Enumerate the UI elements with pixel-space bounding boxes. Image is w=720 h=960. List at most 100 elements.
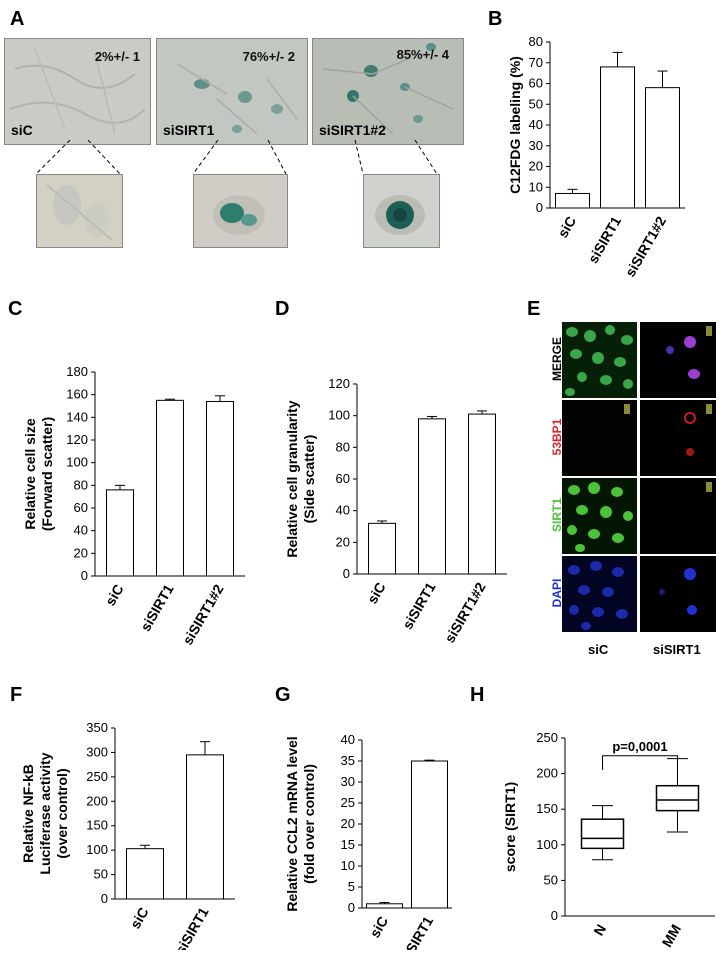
chart-c: 0 20 40 60 80 100 120 140 160 180 Relative cell si… [22,364,245,647]
zoom-inset-sisirt1 [193,174,288,248]
micrograph-sisirt1: 76%+/- 2 siSIRT1 [156,38,308,145]
y-axis-label: score (SIRT1) [502,782,518,872]
y-tick-label: 35 [341,753,355,768]
zoom-inset-sic [36,174,123,248]
inset-texture [46,184,113,241]
y-axis-label: (over control) [54,768,70,858]
x-tick-label: siSIRT1 [137,581,177,634]
bar [468,413,496,575]
x-tick-label: siSIRT1#2 [179,581,226,647]
nuclei-53bp1-sisirt1 [684,404,712,456]
y-tick-label: 80 [74,477,88,492]
fluor-dapi-sisirt1 [640,556,716,632]
y-tick-label: 80 [529,34,543,49]
panel-label-d: D [275,298,290,320]
y-axis-label: (fold over control) [301,764,317,884]
x-tick-label: siC [127,905,152,932]
nuclei-dapi-sisirt1 [659,568,697,615]
y-tick-label: 60 [336,471,350,486]
x-tick-label: siSIRT1#2 [441,579,488,645]
bar [106,489,134,577]
panel-label-a: A [10,8,25,30]
y-tick-label: 160 [66,387,88,402]
senescence-stat: 2%+/- 1 [94,49,140,64]
x-tick-label: N [590,922,609,939]
bar [156,399,184,577]
y-axis-label: Relative CCL2 mRNA level [284,736,300,911]
y-tick-label: 100 [536,837,558,852]
x-tick-label: siC [554,214,579,241]
y-tick-label: 20 [529,159,543,174]
nuclei-merge-sic [565,325,633,396]
panel-label-f: F [10,684,23,706]
x-tick-label: siC [364,580,389,607]
panel-label-e: E [527,298,541,320]
y-tick-label: 300 [86,744,108,759]
x-tick-label: siSIRT1#2 [622,213,669,279]
box [580,818,625,850]
panel-label-c: C [8,298,23,320]
col-label-sic: siC [588,642,609,657]
y-tick-label: 60 [529,76,543,91]
y-tick-label: 250 [86,769,108,784]
y-tick-label: 30 [341,774,355,789]
box [655,784,700,812]
y-tick-label: 20 [341,816,355,831]
y-tick-label: 20 [74,545,88,560]
cell-texture [9,48,146,135]
row-label-53bp1: 53BP1 [550,418,564,456]
y-tick-label: 350 [86,720,108,735]
x-tick-label: siSIRT1 [172,904,212,950]
x-tick-label: MM [659,922,685,950]
bar [555,192,590,209]
fluor-53bp1-sisirt1 [640,400,716,476]
row-label-sirt1: SIRT1 [550,498,564,533]
y-tick-label: 250 [536,730,558,745]
nuclei-merge-sisirt1 [666,326,712,379]
x-tick-label: siSIRT1 [397,913,437,950]
y-tick-label: 0 [551,908,558,923]
y-tick-label: 150 [86,818,108,833]
y-tick-label: 100 [328,408,350,423]
bar [368,522,396,575]
col-label-sisirt1: siSIRT1 [653,642,701,657]
y-tick-label: 40 [341,732,355,747]
y-tick-label: 80 [336,439,350,454]
fluor-53bp1-sic [562,400,637,476]
y-tick-label: 40 [74,523,88,538]
y-tick-label: 0 [343,566,350,581]
y-tick-label: 200 [536,766,558,781]
x-tick-label: siC [366,914,391,941]
panel-label-g: G [275,684,291,706]
micrograph-label: siSIRT1 [163,122,215,138]
y-tick-label: 10 [341,858,355,873]
y-axis-label: C12FDG labeling (%) [507,56,523,194]
bar [206,400,234,577]
y-tick-label: 25 [341,795,355,810]
y-tick-label: 70 [529,55,543,70]
y-tick-label: 50 [529,96,543,111]
y-tick-label: 180 [66,364,88,379]
y-axis-label: Relative cell size [22,418,38,530]
row-label-dapi: DAPI [550,578,564,608]
y-tick-label: 20 [336,534,350,549]
y-tick-label: 40 [529,117,543,132]
y-tick-label: 10 [529,179,543,194]
y-tick-label: 0 [348,900,355,915]
y-axis-label: Relative cell granularity [284,400,300,557]
y-tick-label: 120 [66,432,88,447]
micrograph-sisirt1-2: 85%+/- 4 siSIRT1#2 [312,38,464,145]
y-tick-label: 50 [94,867,108,882]
y-tick-label: 120 [328,376,350,391]
nuclei-sirt1-sic [567,482,633,552]
panel-label-h: H [470,684,485,706]
bar [366,903,403,909]
y-axis-label: Luciferase activity [37,752,53,874]
y-tick-label: 5 [348,879,355,894]
y-axis-label: (Forward scatter) [39,417,55,531]
micrograph-label: siSIRT1#2 [319,122,386,138]
inset-texture [213,195,265,235]
fluor-merge-sisirt1 [640,322,716,398]
cell-texture [176,63,298,135]
